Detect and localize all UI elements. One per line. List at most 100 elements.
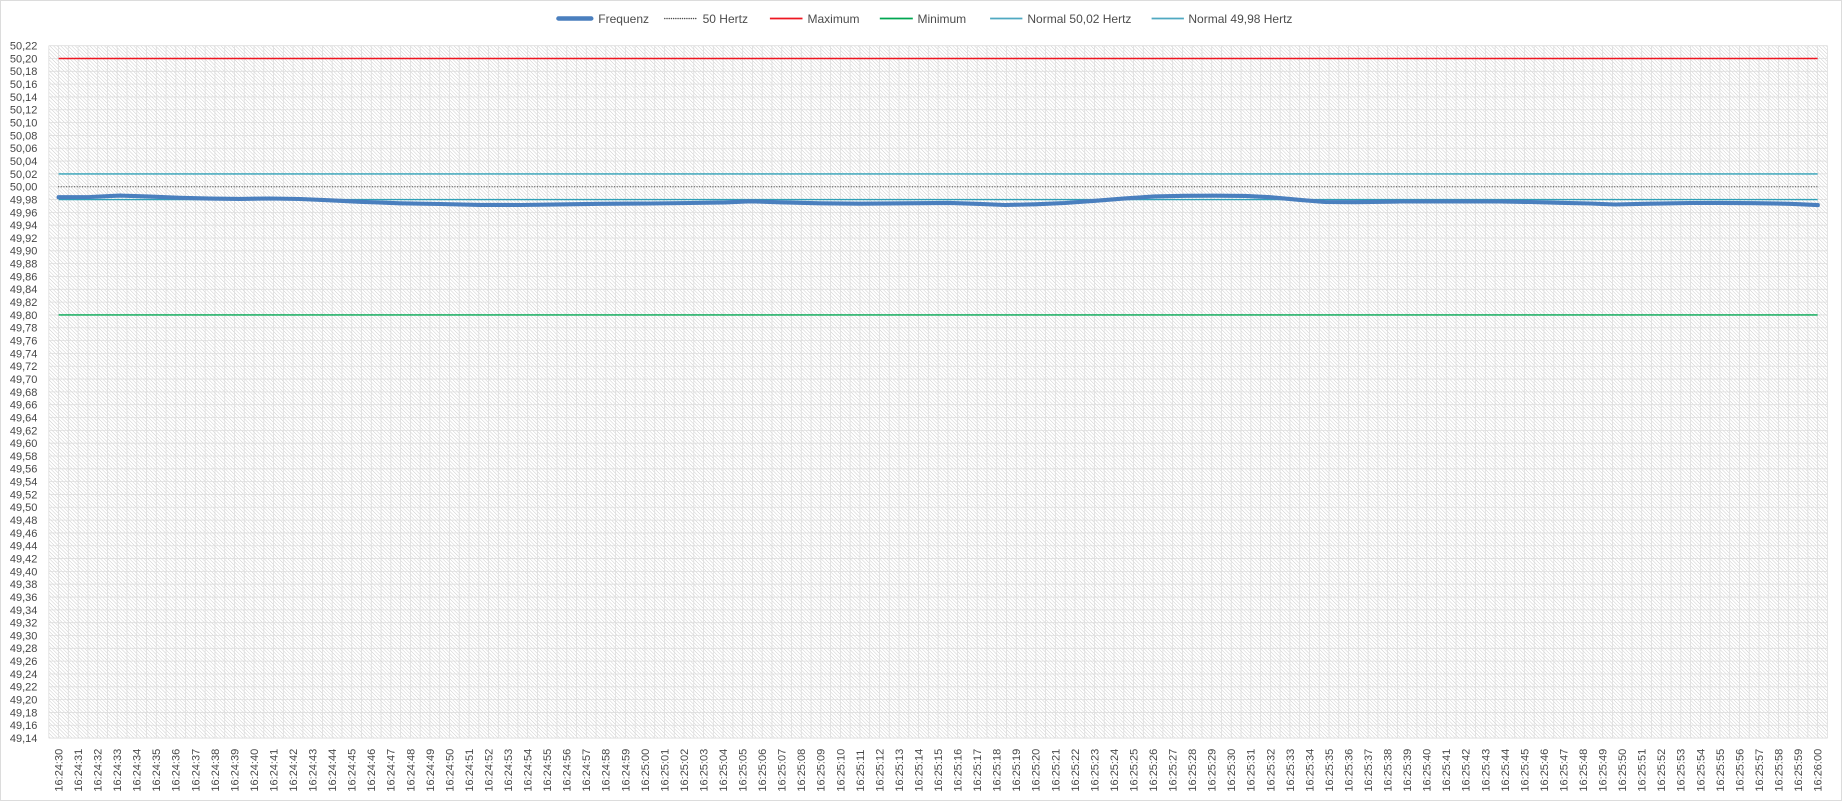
svg-text:16:25:12: 16:25:12	[874, 749, 886, 792]
svg-text:49,46: 49,46	[10, 528, 38, 540]
svg-text:Normal 50,02 Hertz: Normal 50,02 Hertz	[1027, 12, 1131, 26]
svg-text:16:25:55: 16:25:55	[1715, 749, 1727, 792]
svg-text:16:24:59: 16:24:59	[620, 749, 632, 792]
svg-text:16:24:34: 16:24:34	[132, 749, 144, 792]
svg-text:16:24:33: 16:24:33	[112, 749, 124, 792]
svg-text:16:24:42: 16:24:42	[288, 749, 300, 792]
svg-text:49,98: 49,98	[10, 194, 38, 206]
svg-text:16:25:18: 16:25:18	[992, 749, 1004, 792]
svg-text:49,80: 49,80	[10, 310, 38, 322]
svg-text:49,94: 49,94	[10, 220, 38, 232]
svg-text:Frequenz: Frequenz	[598, 12, 649, 26]
svg-text:16:24:52: 16:24:52	[483, 749, 495, 792]
svg-text:16:25:17: 16:25:17	[972, 749, 984, 792]
svg-text:16:24:38: 16:24:38	[210, 749, 222, 792]
svg-text:16:24:37: 16:24:37	[190, 749, 202, 792]
svg-text:16:25:03: 16:25:03	[698, 749, 710, 792]
svg-text:16:25:36: 16:25:36	[1343, 749, 1355, 792]
svg-text:50,14: 50,14	[10, 92, 38, 104]
svg-text:49,84: 49,84	[10, 284, 38, 296]
svg-text:16:24:41: 16:24:41	[268, 749, 280, 792]
svg-text:16:24:57: 16:24:57	[581, 749, 593, 792]
svg-text:16:25:51: 16:25:51	[1637, 749, 1649, 792]
svg-text:16:25:34: 16:25:34	[1304, 749, 1316, 792]
svg-text:50,02: 50,02	[10, 169, 38, 181]
svg-text:Minimum: Minimum	[918, 12, 967, 26]
svg-text:50,12: 50,12	[10, 105, 38, 117]
svg-text:49,50: 49,50	[10, 502, 38, 514]
svg-text:50 Hertz: 50 Hertz	[703, 12, 748, 26]
svg-text:16:25:05: 16:25:05	[738, 749, 750, 792]
svg-text:16:25:22: 16:25:22	[1070, 749, 1082, 792]
svg-text:50,00: 50,00	[10, 182, 38, 194]
svg-text:16:24:36: 16:24:36	[171, 749, 183, 792]
svg-text:49,90: 49,90	[10, 246, 38, 258]
svg-text:50,22: 50,22	[10, 41, 38, 53]
svg-text:16:24:56: 16:24:56	[562, 749, 574, 792]
svg-text:50,10: 50,10	[10, 118, 38, 130]
svg-text:49,76: 49,76	[10, 335, 38, 347]
svg-text:16:24:31: 16:24:31	[73, 749, 85, 792]
svg-text:49,64: 49,64	[10, 412, 38, 424]
svg-text:16:25:40: 16:25:40	[1422, 749, 1434, 792]
svg-text:16:25:43: 16:25:43	[1480, 749, 1492, 792]
svg-text:50,16: 50,16	[10, 79, 38, 91]
svg-text:16:25:13: 16:25:13	[894, 749, 906, 792]
svg-text:16:25:06: 16:25:06	[757, 749, 769, 792]
svg-text:50,06: 50,06	[10, 143, 38, 155]
svg-text:50,20: 50,20	[10, 53, 38, 65]
svg-text:16:25:21: 16:25:21	[1050, 749, 1062, 792]
svg-text:49,32: 49,32	[10, 618, 38, 630]
svg-text:16:24:48: 16:24:48	[405, 749, 417, 792]
svg-text:49,36: 49,36	[10, 592, 38, 604]
svg-text:49,38: 49,38	[10, 579, 38, 591]
svg-text:49,70: 49,70	[10, 374, 38, 386]
svg-text:49,48: 49,48	[10, 515, 38, 527]
svg-text:16:24:47: 16:24:47	[386, 749, 398, 792]
svg-text:49,56: 49,56	[10, 464, 38, 476]
svg-text:16:24:51: 16:24:51	[464, 749, 476, 792]
svg-text:16:25:39: 16:25:39	[1402, 749, 1414, 792]
svg-text:16:25:00: 16:25:00	[640, 749, 652, 792]
svg-text:Maximum: Maximum	[808, 12, 860, 26]
svg-text:16:24:55: 16:24:55	[542, 749, 554, 792]
svg-text:50,04: 50,04	[10, 156, 38, 168]
svg-text:16:24:50: 16:24:50	[444, 749, 456, 792]
svg-text:16:25:31: 16:25:31	[1246, 749, 1258, 792]
svg-text:49,92: 49,92	[10, 233, 38, 245]
svg-text:16:24:43: 16:24:43	[308, 749, 320, 792]
svg-text:16:24:30: 16:24:30	[53, 749, 65, 792]
svg-text:49,86: 49,86	[10, 271, 38, 283]
svg-text:49,44: 49,44	[10, 541, 38, 553]
svg-text:16:24:45: 16:24:45	[347, 749, 359, 792]
svg-text:49,30: 49,30	[10, 630, 38, 642]
svg-text:16:25:04: 16:25:04	[718, 749, 730, 792]
svg-text:16:25:27: 16:25:27	[1168, 749, 1180, 792]
svg-text:16:25:19: 16:25:19	[1011, 749, 1023, 792]
svg-text:16:25:47: 16:25:47	[1558, 749, 1570, 792]
svg-text:Normal 49,98 Hertz: Normal 49,98 Hertz	[1188, 12, 1292, 26]
svg-text:16:25:11: 16:25:11	[855, 750, 867, 792]
svg-text:16:25:16: 16:25:16	[953, 749, 965, 792]
svg-text:49,54: 49,54	[10, 477, 38, 489]
svg-text:16:25:42: 16:25:42	[1461, 749, 1473, 792]
svg-text:49,62: 49,62	[10, 425, 38, 437]
svg-text:16:25:25: 16:25:25	[1128, 749, 1140, 792]
svg-text:16:25:38: 16:25:38	[1383, 749, 1395, 792]
svg-text:16:25:45: 16:25:45	[1519, 749, 1531, 792]
svg-text:49,14: 49,14	[10, 733, 38, 745]
svg-text:16:24:44: 16:24:44	[327, 749, 339, 792]
svg-text:16:25:48: 16:25:48	[1578, 749, 1590, 792]
svg-text:16:24:58: 16:24:58	[601, 749, 613, 792]
svg-text:16:24:53: 16:24:53	[503, 749, 515, 792]
svg-text:16:25:49: 16:25:49	[1598, 749, 1610, 792]
svg-text:49,26: 49,26	[10, 656, 38, 668]
svg-text:16:25:53: 16:25:53	[1676, 749, 1688, 792]
svg-text:16:24:35: 16:24:35	[151, 749, 163, 792]
svg-text:16:25:23: 16:25:23	[1089, 749, 1101, 792]
svg-text:16:25:30: 16:25:30	[1226, 749, 1238, 792]
svg-text:49,24: 49,24	[10, 669, 38, 681]
svg-text:16:25:14: 16:25:14	[913, 749, 925, 792]
svg-text:49,74: 49,74	[10, 348, 38, 360]
svg-text:49,96: 49,96	[10, 207, 38, 219]
